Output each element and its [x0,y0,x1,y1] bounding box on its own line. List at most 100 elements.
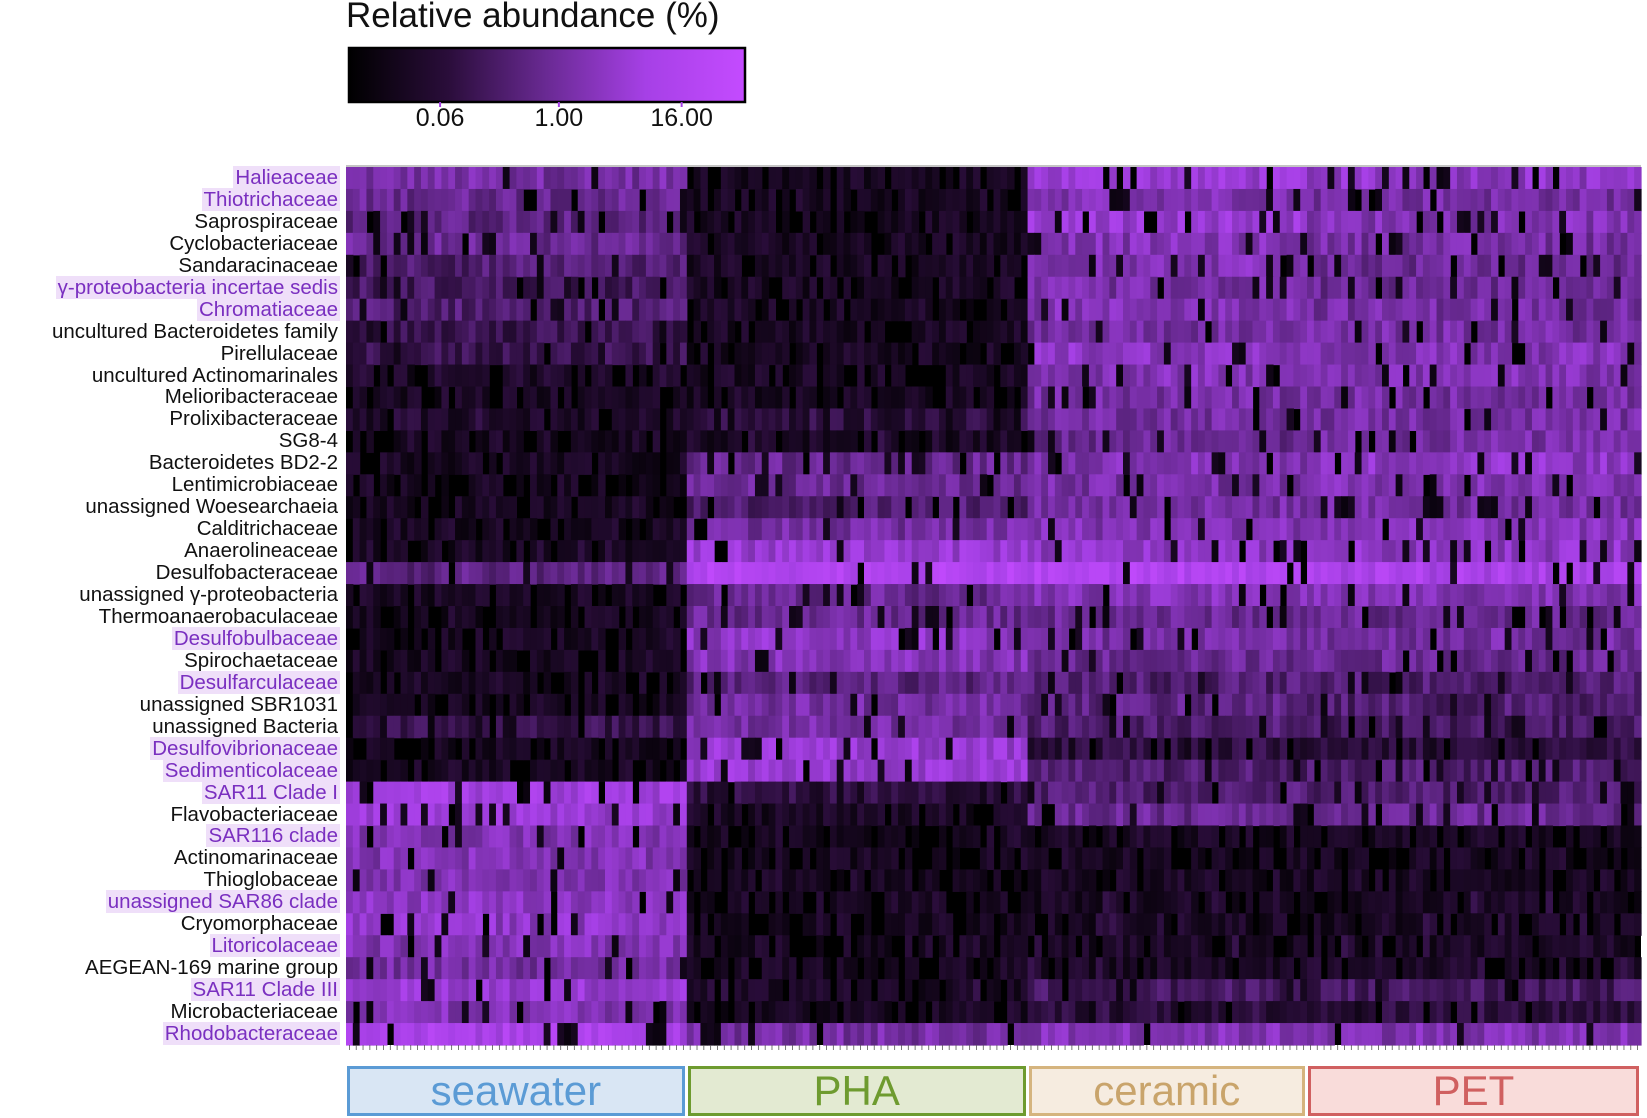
heatmap-cell [986,693,995,717]
heatmap-cell [1606,188,1615,212]
heatmap-cell [1504,188,1513,212]
heatmap-cell [945,759,954,783]
heatmap-cell [1620,386,1628,410]
heatmap-cell [1088,584,1097,607]
heatmap-cell [1320,584,1329,607]
heatmap-cell [1354,562,1363,585]
heatmap-cell [639,540,647,563]
heatmap-cell [877,562,886,585]
heatmap-cell [1409,167,1417,190]
heatmap-cell [1518,474,1526,497]
heatmap-cell [679,562,688,585]
heatmap-cell [816,540,824,563]
heatmap-cell [598,562,606,585]
heatmap-cell [945,430,954,453]
heatmap-cell [380,386,388,410]
heatmap-cell [1463,584,1472,607]
heatmap-cell [679,167,688,190]
heatmap-cell [1368,781,1376,805]
heatmap-cell [850,430,858,453]
heatmap-cell [1382,759,1390,783]
heatmap-cell [577,232,586,256]
heatmap-cell [1613,540,1622,563]
heatmap-cell [414,210,422,234]
heatmap-cell [509,254,517,278]
heatmap-cell [639,254,647,278]
heatmap-cell [1477,715,1485,739]
heatmap-cell [1225,430,1233,453]
heatmap-cell [1531,430,1540,453]
heatmap-cell [1211,562,1220,585]
heatmap-cell [1566,627,1574,651]
heatmap-cell [618,320,627,344]
heatmap-cell [1177,232,1185,256]
heatmap-cell [441,781,449,805]
heatmap-cell [1013,518,1022,541]
heatmap-cell [884,627,892,651]
heatmap-cell [1436,474,1444,497]
heatmap-cell [1436,627,1444,651]
heatmap-cell [1429,715,1438,739]
heatmap-cell [1586,759,1594,783]
heatmap-cell [1252,364,1260,388]
heatmap-cell [1143,452,1151,475]
heatmap-cell [516,320,524,344]
heatmap-cell [1013,364,1022,388]
heatmap-cell [523,584,531,607]
heatmap-cell [1061,759,1070,783]
heatmap-cell [1395,408,1404,431]
heatmap-cell [502,452,511,475]
heatmap-cell [625,298,633,322]
heatmap-cell [386,298,395,322]
heatmap-cell [1627,408,1635,431]
heatmap-cell [1477,364,1485,388]
heatmap-cell [584,342,592,366]
heatmap-cell [877,408,886,431]
heatmap-cell [1361,254,1369,278]
heatmap-cell [1204,693,1213,717]
heatmap-cell [836,254,845,278]
heatmap-cell [1579,715,1588,739]
heatmap-cell [1150,320,1158,344]
heatmap-cell [673,649,681,673]
heatmap-cell [1123,715,1131,739]
heatmap-cell [904,430,913,453]
heatmap-cell [1586,518,1594,541]
heatmap-cell [1600,474,1608,497]
heatmap-cell [1225,232,1233,256]
heatmap-cell [741,276,749,300]
heatmap-cell [754,715,763,739]
heatmap-cell [973,496,981,519]
heatmap-cell [1518,737,1526,761]
heatmap-cell [1545,737,1553,761]
heatmap-cell [584,188,592,212]
heatmap-cell [864,518,872,541]
heatmap-cell [1129,474,1138,497]
heatmap-cell [782,276,790,300]
heatmap-cell [1259,693,1267,717]
heatmap-cell [475,167,483,190]
heatmap-cell [523,232,531,256]
heatmap-cell [1552,254,1560,278]
heatmap-cell [734,562,742,585]
heatmap-cell [625,737,633,761]
heatmap-cell [1347,232,1356,256]
heatmap-cell [1334,408,1342,431]
heatmap-cell [707,452,715,475]
heatmap-cell [836,452,845,475]
heatmap-cell [1634,364,1642,388]
heatmap-cell [1129,606,1138,629]
heatmap-cell [768,737,776,761]
heatmap-cell [1497,386,1506,410]
heatmap-cell [959,737,967,761]
heatmap-cell [1191,671,1199,695]
heatmap-cell [679,606,688,629]
heatmap-cell [1579,342,1588,366]
heatmap-cell [1218,496,1226,519]
heatmap-cell [741,737,749,761]
heatmap-cell [802,540,811,563]
heatmap-cell [1395,540,1404,563]
heatmap-cell [898,715,906,739]
heatmap-cell [673,430,681,453]
heatmap-cell [1088,167,1097,190]
